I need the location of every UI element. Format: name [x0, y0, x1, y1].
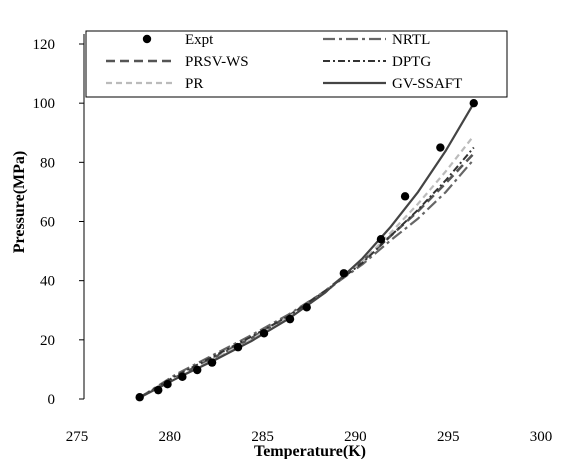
series-line-pr: [139, 135, 475, 399]
expt-point: [302, 303, 311, 312]
y-tick-label: 80: [40, 155, 55, 171]
legend-symbol-expt: [142, 34, 152, 44]
y-tick-label: 120: [33, 37, 56, 53]
y-axis-label: Pressure(MPa): [11, 151, 28, 253]
y-tick-label: 100: [33, 96, 56, 112]
y-tick-label: 60: [40, 215, 55, 231]
legend-box: [85, 30, 508, 98]
legend-label-dptg: DPTG: [392, 54, 431, 70]
axes: 0 20 40 60 80 100 120 275 280 285 290 295 300: [33, 34, 553, 445]
series-line-dptg: [139, 146, 475, 399]
expt-point: [193, 365, 202, 375]
legend: Expt PRSV-WS PR NRTL DPTG GV-SSAFT: [85, 30, 508, 98]
series-line-gv-ssaft: [139, 102, 475, 399]
y-tick-label: 20: [40, 333, 55, 349]
expt-point: [376, 235, 386, 244]
expt-point: [339, 269, 349, 278]
expt-point: [400, 192, 410, 201]
x-tick-label: 280: [159, 429, 182, 445]
legend-label-nrtl: NRTL: [392, 32, 430, 48]
x-tick-label: 290: [344, 429, 367, 445]
expt-point: [163, 380, 172, 389]
expt-point: [436, 143, 445, 152]
x-tick-label: 285: [251, 429, 274, 445]
expt-point: [207, 358, 217, 367]
expt-point: [178, 372, 187, 382]
legend-label-expt: Expt: [185, 32, 214, 48]
legend-label-gv-ssaft: GV-SSAFT: [392, 76, 462, 92]
series-line-prsv-ws: [139, 152, 475, 399]
legend-label-pr: PR: [185, 76, 203, 92]
expt-point: [469, 98, 478, 108]
x-tick-label: 275: [66, 429, 89, 445]
series-line-nrtl: [139, 158, 475, 399]
y-tick-label: 40: [40, 274, 55, 290]
series-layer: [135, 98, 478, 402]
legend-label-prsv-ws: PRSV-WS: [185, 54, 249, 70]
expt-point: [285, 314, 295, 324]
expt-point: [135, 393, 144, 402]
x-tick-label: 295: [437, 429, 460, 445]
x-tick-label: 300: [530, 429, 553, 445]
expt-point: [233, 343, 243, 352]
y-tick-label: 0: [48, 392, 56, 408]
expt-point: [259, 329, 269, 338]
x-axis-label: Temperature(K): [254, 443, 366, 459]
expt-point: [154, 385, 163, 395]
